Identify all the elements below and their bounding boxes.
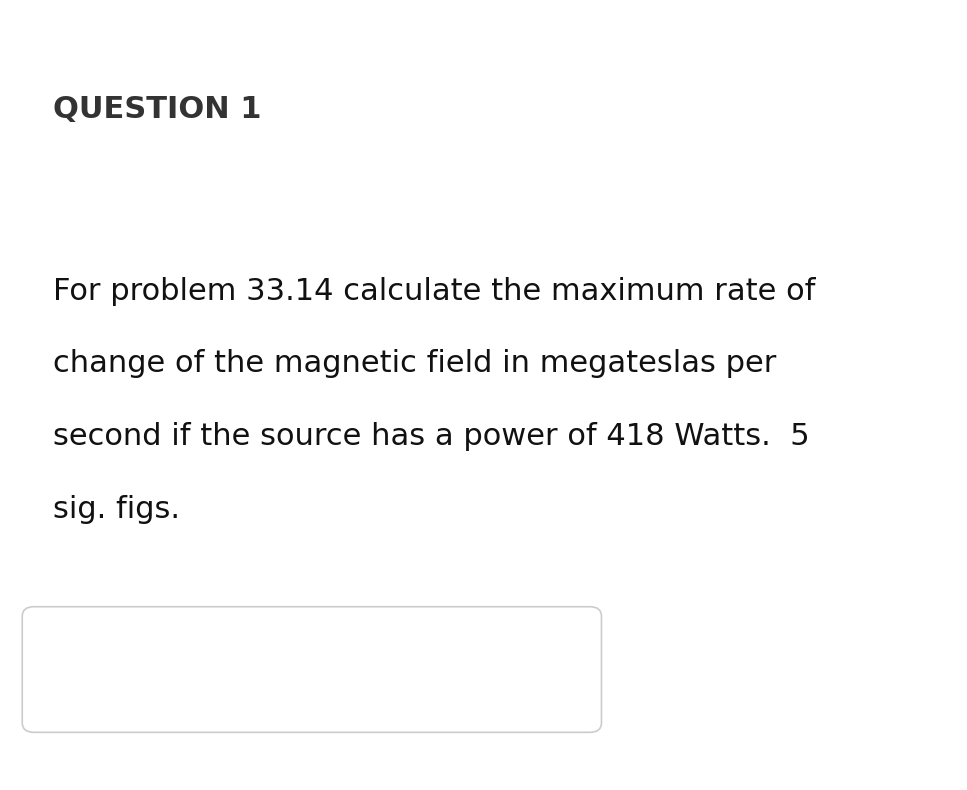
Text: change of the magnetic field in megateslas per: change of the magnetic field in megatesl… — [53, 349, 777, 378]
FancyBboxPatch shape — [22, 607, 601, 732]
Text: sig. figs.: sig. figs. — [53, 495, 180, 524]
Text: For problem 33.14 calculate the maximum rate of: For problem 33.14 calculate the maximum … — [53, 276, 815, 306]
Text: QUESTION 1: QUESTION 1 — [53, 95, 262, 124]
Text: second if the source has a power of 418 Watts.  5: second if the source has a power of 418 … — [53, 422, 809, 451]
